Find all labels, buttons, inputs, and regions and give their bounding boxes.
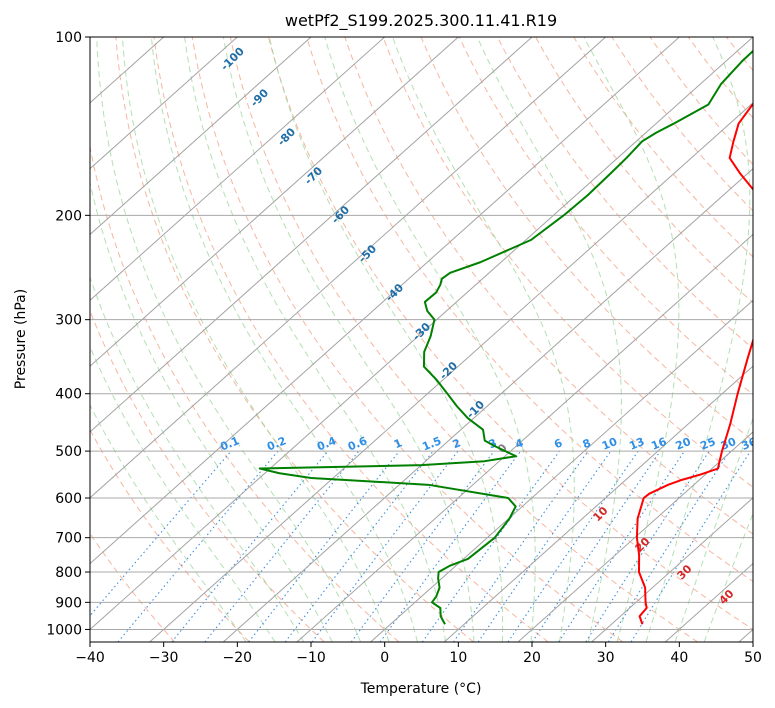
dry-adiabat-line (496, 37, 753, 350)
axes: −40 −30 −20 −10 0 10 20 30 40 50 1000 900 800 700 600 5… (46, 30, 762, 666)
dry-adiabat-line (90, 532, 176, 642)
moist-adiabat-line (121, 37, 390, 642)
moist-adiabat-line (645, 37, 751, 642)
y-tick-label: 400 (55, 387, 82, 403)
mixing-ratio-line (90, 450, 232, 617)
moist-adiabat-line (90, 275, 305, 642)
dewpoint-profile-line (258, 49, 753, 625)
dry-adiabat-line (458, 37, 753, 396)
plot-frame (89, 36, 754, 643)
isotherm-line (90, 37, 386, 301)
mixing-ratio-line (171, 450, 329, 642)
mixing-ratio-line (421, 450, 561, 642)
moist-adiabat-line (583, 37, 680, 642)
mixing-ratio-line (311, 450, 459, 642)
isotherm-line (370, 299, 753, 642)
background-grid (90, 37, 753, 642)
y-tick-label: 200 (55, 208, 82, 224)
x-tick-label: 20 (523, 650, 541, 666)
y-tick-label: 1000 (46, 622, 82, 638)
x-axis-label: Temperature (°C) (360, 681, 482, 697)
dry-adiabat-line (306, 37, 753, 583)
dry-adiabat-line (420, 37, 753, 442)
mixing-ratio-label: 13 (627, 435, 646, 453)
mixing-ratio-line (507, 450, 639, 642)
y-axis-label: Pressure (hPa) (13, 289, 29, 389)
isotherm-line (222, 167, 753, 642)
isotherm-line (90, 37, 607, 499)
isotherm-line (90, 37, 753, 631)
x-tick-label: 30 (597, 650, 615, 666)
dry-adiabat-line (153, 37, 549, 642)
moist-adiabat-line (184, 37, 447, 642)
mixing-ratio-line (558, 450, 685, 642)
dry-adiabat-line (535, 37, 753, 304)
isotherm-line (90, 37, 312, 236)
mixing-ratio-line (585, 450, 710, 642)
mixing-ratio-label: 10 (600, 435, 619, 453)
x-tick-label: −10 (296, 650, 326, 666)
isotherm-line (90, 37, 238, 170)
x-tick-label: 50 (744, 650, 762, 666)
isotherm-line (443, 365, 753, 642)
moist-adiabat-line (703, 512, 753, 642)
chart-title: wetPf2_S199.2025.300.11.41.R19 (285, 11, 557, 31)
moist-adiabat-line (150, 37, 418, 642)
isotherm-line (517, 431, 753, 642)
moist-adiabat-line (96, 37, 362, 642)
isotherm-line (149, 102, 753, 642)
y-tick-label: 900 (55, 595, 82, 611)
x-tick-label: −30 (149, 650, 179, 666)
mixing-ratio-line (607, 450, 731, 642)
isotherm-line (591, 497, 753, 642)
moist-adiabat-line (222, 37, 475, 642)
x-tick-label: 40 (670, 650, 688, 666)
mixing-ratio-line (630, 450, 751, 642)
sounding-profiles (258, 49, 753, 625)
x-tick-label: −40 (75, 650, 105, 666)
y-tick-label: 500 (55, 444, 82, 460)
mixing-ratio-label: 3 (487, 436, 499, 451)
mixing-ratio-line (531, 450, 661, 642)
moist-adiabat-line (90, 180, 333, 642)
mixing-ratio-label: 1 (392, 436, 404, 451)
moist-adiabat-line (476, 37, 622, 642)
temperature-profile-line (635, 103, 753, 625)
mixing-ratio-label: 25 (698, 435, 717, 453)
moist-adiabat-line (674, 416, 753, 642)
y-tick-label: 800 (55, 565, 82, 581)
dry-adiabat-line (382, 37, 753, 488)
mixing-ratio-label: 36 (740, 435, 759, 453)
mixing-ratio-line (204, 450, 360, 642)
isotherm-line (90, 37, 459, 367)
mixing-ratio-label: 2 (451, 436, 463, 451)
x-tick-label: −20 (223, 650, 253, 666)
y-tick-label: 100 (55, 30, 82, 46)
mixing-ratio-label: 20 (674, 435, 693, 453)
mixing-ratio-line (453, 450, 589, 642)
x-tick-label: 10 (449, 650, 467, 666)
moist-adiabat-line (90, 345, 276, 642)
y-tick-label: 300 (55, 313, 82, 329)
x-tick-label: 0 (380, 650, 389, 666)
y-tick-label: 700 (55, 531, 82, 547)
dry-adiabat-line (115, 37, 474, 642)
mixing-ratio-label: 8 (581, 436, 593, 451)
moist-adiabat-line (90, 403, 247, 642)
moist-adiabat-line (268, 37, 504, 642)
y-tick-label: 600 (55, 491, 82, 507)
isotherm-line (296, 233, 753, 642)
mixing-ratio-label: 16 (649, 435, 668, 453)
dry-adiabat-line (268, 37, 753, 631)
mixing-ratio-line (248, 450, 400, 642)
isotherm-line (90, 37, 533, 433)
isotherm-line (90, 37, 680, 565)
